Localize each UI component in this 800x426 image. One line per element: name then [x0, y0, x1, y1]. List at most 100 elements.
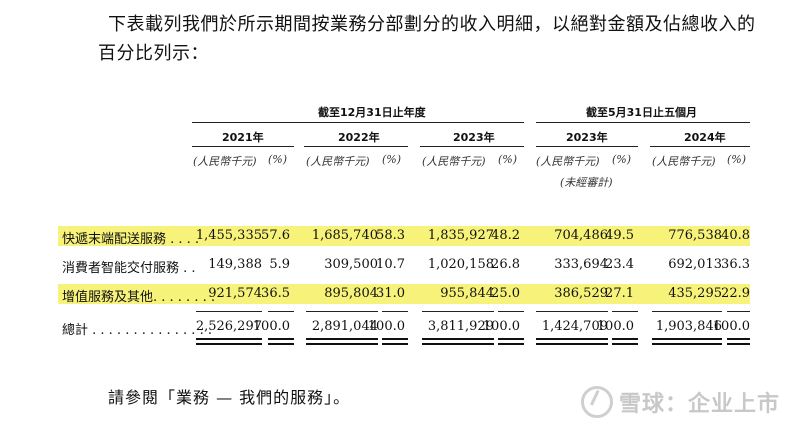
cell-amount: 333,694 — [554, 257, 608, 272]
unit-rmb-2023: (人民幣千元) — [422, 155, 486, 168]
cell-percent: 25.0 — [491, 286, 520, 301]
unit-rmb-2024-5m: (人民幣千元) — [652, 155, 716, 168]
total-double-rule — [498, 343, 524, 345]
subtotal-rule — [612, 311, 638, 312]
cell-amount: 1,835,927 — [427, 228, 494, 243]
year-rule-2023 — [420, 146, 524, 147]
total-percent: 100.0 — [712, 319, 750, 334]
header-group-5m-rule — [536, 122, 750, 123]
total-double-rule — [422, 343, 494, 345]
watermark-text: 雪球：企业上市 — [618, 392, 780, 417]
cell-percent: 40.8 — [721, 228, 750, 243]
total-percent: 100.0 — [252, 319, 290, 334]
subtotal-rule — [196, 311, 262, 312]
unit-pct-2024-5m: (%) — [727, 153, 747, 166]
header-year-2024-5m: 2024年 — [684, 131, 726, 144]
year-rule-2024-5m — [650, 146, 750, 147]
cell-amount: 386,529 — [554, 286, 608, 301]
cell-amount: 1,455,335 — [195, 228, 262, 243]
snowball-logo-icon — [580, 386, 613, 418]
cell-percent: 26.8 — [491, 257, 520, 272]
header-group-5m: 截至5月31日止五個月 — [586, 106, 697, 119]
cell-percent: 58.3 — [376, 228, 405, 243]
cell-percent: 48.2 — [491, 228, 520, 243]
cell-amount: 921,574 — [208, 286, 262, 301]
footer-note: 請參閱「業務 — 我們的服務」。 — [108, 388, 351, 407]
total-double-rule — [196, 343, 262, 345]
intro-line-2: 百分比列示： — [98, 43, 209, 64]
subtotal-rule — [382, 311, 408, 312]
cell-percent: 22.9 — [721, 286, 750, 301]
total-double-rule — [536, 338, 608, 340]
total-double-rule — [727, 338, 750, 340]
row-label: 增值服務及其他. . . . . . . . — [62, 290, 215, 305]
total-amount: 2,526,297 — [195, 319, 262, 334]
total-amount: 2,891,044 — [311, 319, 378, 334]
total-double-rule — [612, 338, 638, 340]
year-rule-2023-5m — [536, 146, 638, 147]
total-double-rule — [612, 343, 638, 345]
header-year-2022: 2022年 — [338, 131, 380, 144]
header-group-fy: 截至12月31日止年度 — [318, 106, 426, 119]
cell-amount: 776,538 — [668, 228, 722, 243]
cell-percent: 36.3 — [721, 257, 750, 272]
subtotal-rule — [306, 311, 378, 312]
total-percent: 100.0 — [367, 319, 405, 334]
unit-pct-2022: (%) — [382, 153, 402, 166]
total-label: 總計 . . . . . . . . . . . . . . . — [62, 323, 212, 338]
cell-amount: 704,486 — [554, 228, 608, 243]
cell-percent: 31.0 — [376, 286, 405, 301]
cell-percent: 49.5 — [605, 228, 634, 243]
header-group-fy-rule — [192, 122, 524, 123]
intro-paragraph: 下表載列我們於所示期間按業務分部劃分的收入明細，以絕對金額及佔總收入的 百分比列… — [98, 10, 772, 68]
total-double-rule — [498, 338, 524, 340]
subtotal-rule — [422, 311, 494, 312]
cell-amount: 895,804 — [324, 286, 378, 301]
cell-amount: 692,013 — [668, 257, 722, 272]
cell-percent: 27.1 — [605, 286, 634, 301]
header-year-2023-5m: 2023年 — [566, 131, 608, 144]
cell-percent: 10.7 — [376, 257, 405, 272]
intro-line-1: 下表載列我們於所示期間按業務分部劃分的收入明細，以絕對金額及佔總收入的 — [108, 14, 756, 35]
total-percent: 100.0 — [482, 319, 520, 334]
cell-percent: 23.4 — [605, 257, 634, 272]
total-amount: 1,903,846 — [655, 319, 722, 334]
cell-amount: 1,020,158 — [427, 257, 494, 272]
total-double-rule — [652, 338, 722, 340]
total-double-rule — [306, 338, 378, 340]
unit-rmb-2021: (人民幣千元) — [193, 155, 257, 168]
cell-percent: 36.5 — [261, 286, 290, 301]
total-double-rule — [536, 343, 608, 345]
cell-amount: 309,500 — [324, 257, 378, 272]
year-rule-2022 — [304, 146, 408, 147]
total-double-rule — [268, 338, 294, 340]
total-double-rule — [652, 343, 722, 345]
total-double-rule — [306, 343, 378, 345]
subtotal-rule — [498, 311, 524, 312]
row-highlight-express — [58, 226, 750, 246]
total-double-rule — [268, 343, 294, 345]
subtotal-rule — [536, 311, 608, 312]
subtotal-rule — [727, 311, 750, 312]
total-amount: 1,424,709 — [541, 319, 608, 334]
cell-percent: 5.9 — [269, 257, 290, 272]
total-double-rule — [382, 338, 408, 340]
year-rule-2021 — [192, 146, 294, 147]
unit-unaudited: (未經審計) — [560, 176, 613, 189]
subtotal-rule — [652, 311, 722, 312]
row-highlight-value-added — [58, 284, 750, 304]
header-year-2023: 2023年 — [453, 131, 495, 144]
row-label: 快遞末端配送服務 . . . . — [62, 232, 200, 247]
watermark: 雪球：企业上市 — [580, 386, 780, 418]
unit-pct-2023-5m: (%) — [612, 153, 632, 166]
cell-amount: 435,295 — [668, 286, 722, 301]
cell-amount: 149,388 — [208, 257, 262, 272]
total-double-rule — [727, 343, 750, 345]
cell-amount: 1,685,740 — [311, 228, 378, 243]
unit-pct-2023: (%) — [498, 153, 518, 166]
unit-rmb-2023-5m: (人民幣千元) — [536, 155, 600, 168]
total-percent: 100.0 — [596, 319, 634, 334]
unit-pct-2021: (%) — [268, 153, 288, 166]
total-double-rule — [196, 338, 262, 340]
total-amount: 3,811,929 — [427, 319, 494, 334]
